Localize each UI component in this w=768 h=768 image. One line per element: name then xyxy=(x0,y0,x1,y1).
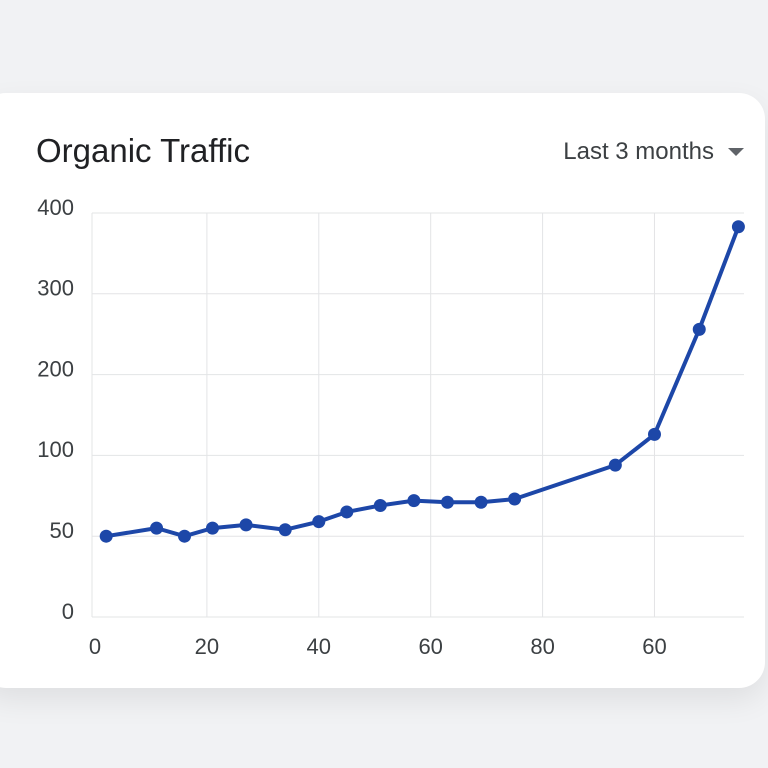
x-tick-label: 20 xyxy=(195,634,219,659)
range-label[interactable]: Last 3 months xyxy=(563,138,714,165)
point xyxy=(340,505,354,519)
card-title: Organic Traffic xyxy=(36,132,250,169)
x-tick-label: 80 xyxy=(530,634,554,659)
point xyxy=(312,515,326,529)
range-dropdown[interactable]: Last 3 months xyxy=(563,138,744,166)
point xyxy=(407,494,421,508)
x-tick-label: 60 xyxy=(642,634,666,659)
point xyxy=(278,523,292,537)
y-tick-label: 50 xyxy=(50,518,74,543)
y-tick-label: 400 xyxy=(37,195,74,220)
card xyxy=(0,93,765,688)
point xyxy=(205,521,219,535)
point xyxy=(731,220,745,234)
point xyxy=(239,518,253,532)
point xyxy=(178,529,192,543)
point xyxy=(692,322,706,336)
y-tick-label: 200 xyxy=(37,356,74,381)
point xyxy=(99,529,113,543)
point xyxy=(440,495,454,509)
point xyxy=(608,458,622,472)
x-tick-label: 40 xyxy=(307,634,331,659)
point xyxy=(150,521,164,535)
point xyxy=(647,427,661,441)
y-tick-label: 0 xyxy=(62,599,74,624)
x-tick-label: 0 xyxy=(89,634,101,659)
line xyxy=(105,226,741,539)
x-tick-label: 60 xyxy=(418,634,442,659)
point xyxy=(508,492,522,506)
y-tick-label: 300 xyxy=(37,276,74,301)
caret[interactable] xyxy=(728,148,744,156)
y-tick-label: 100 xyxy=(37,437,74,462)
point xyxy=(474,495,488,509)
point xyxy=(373,498,387,512)
